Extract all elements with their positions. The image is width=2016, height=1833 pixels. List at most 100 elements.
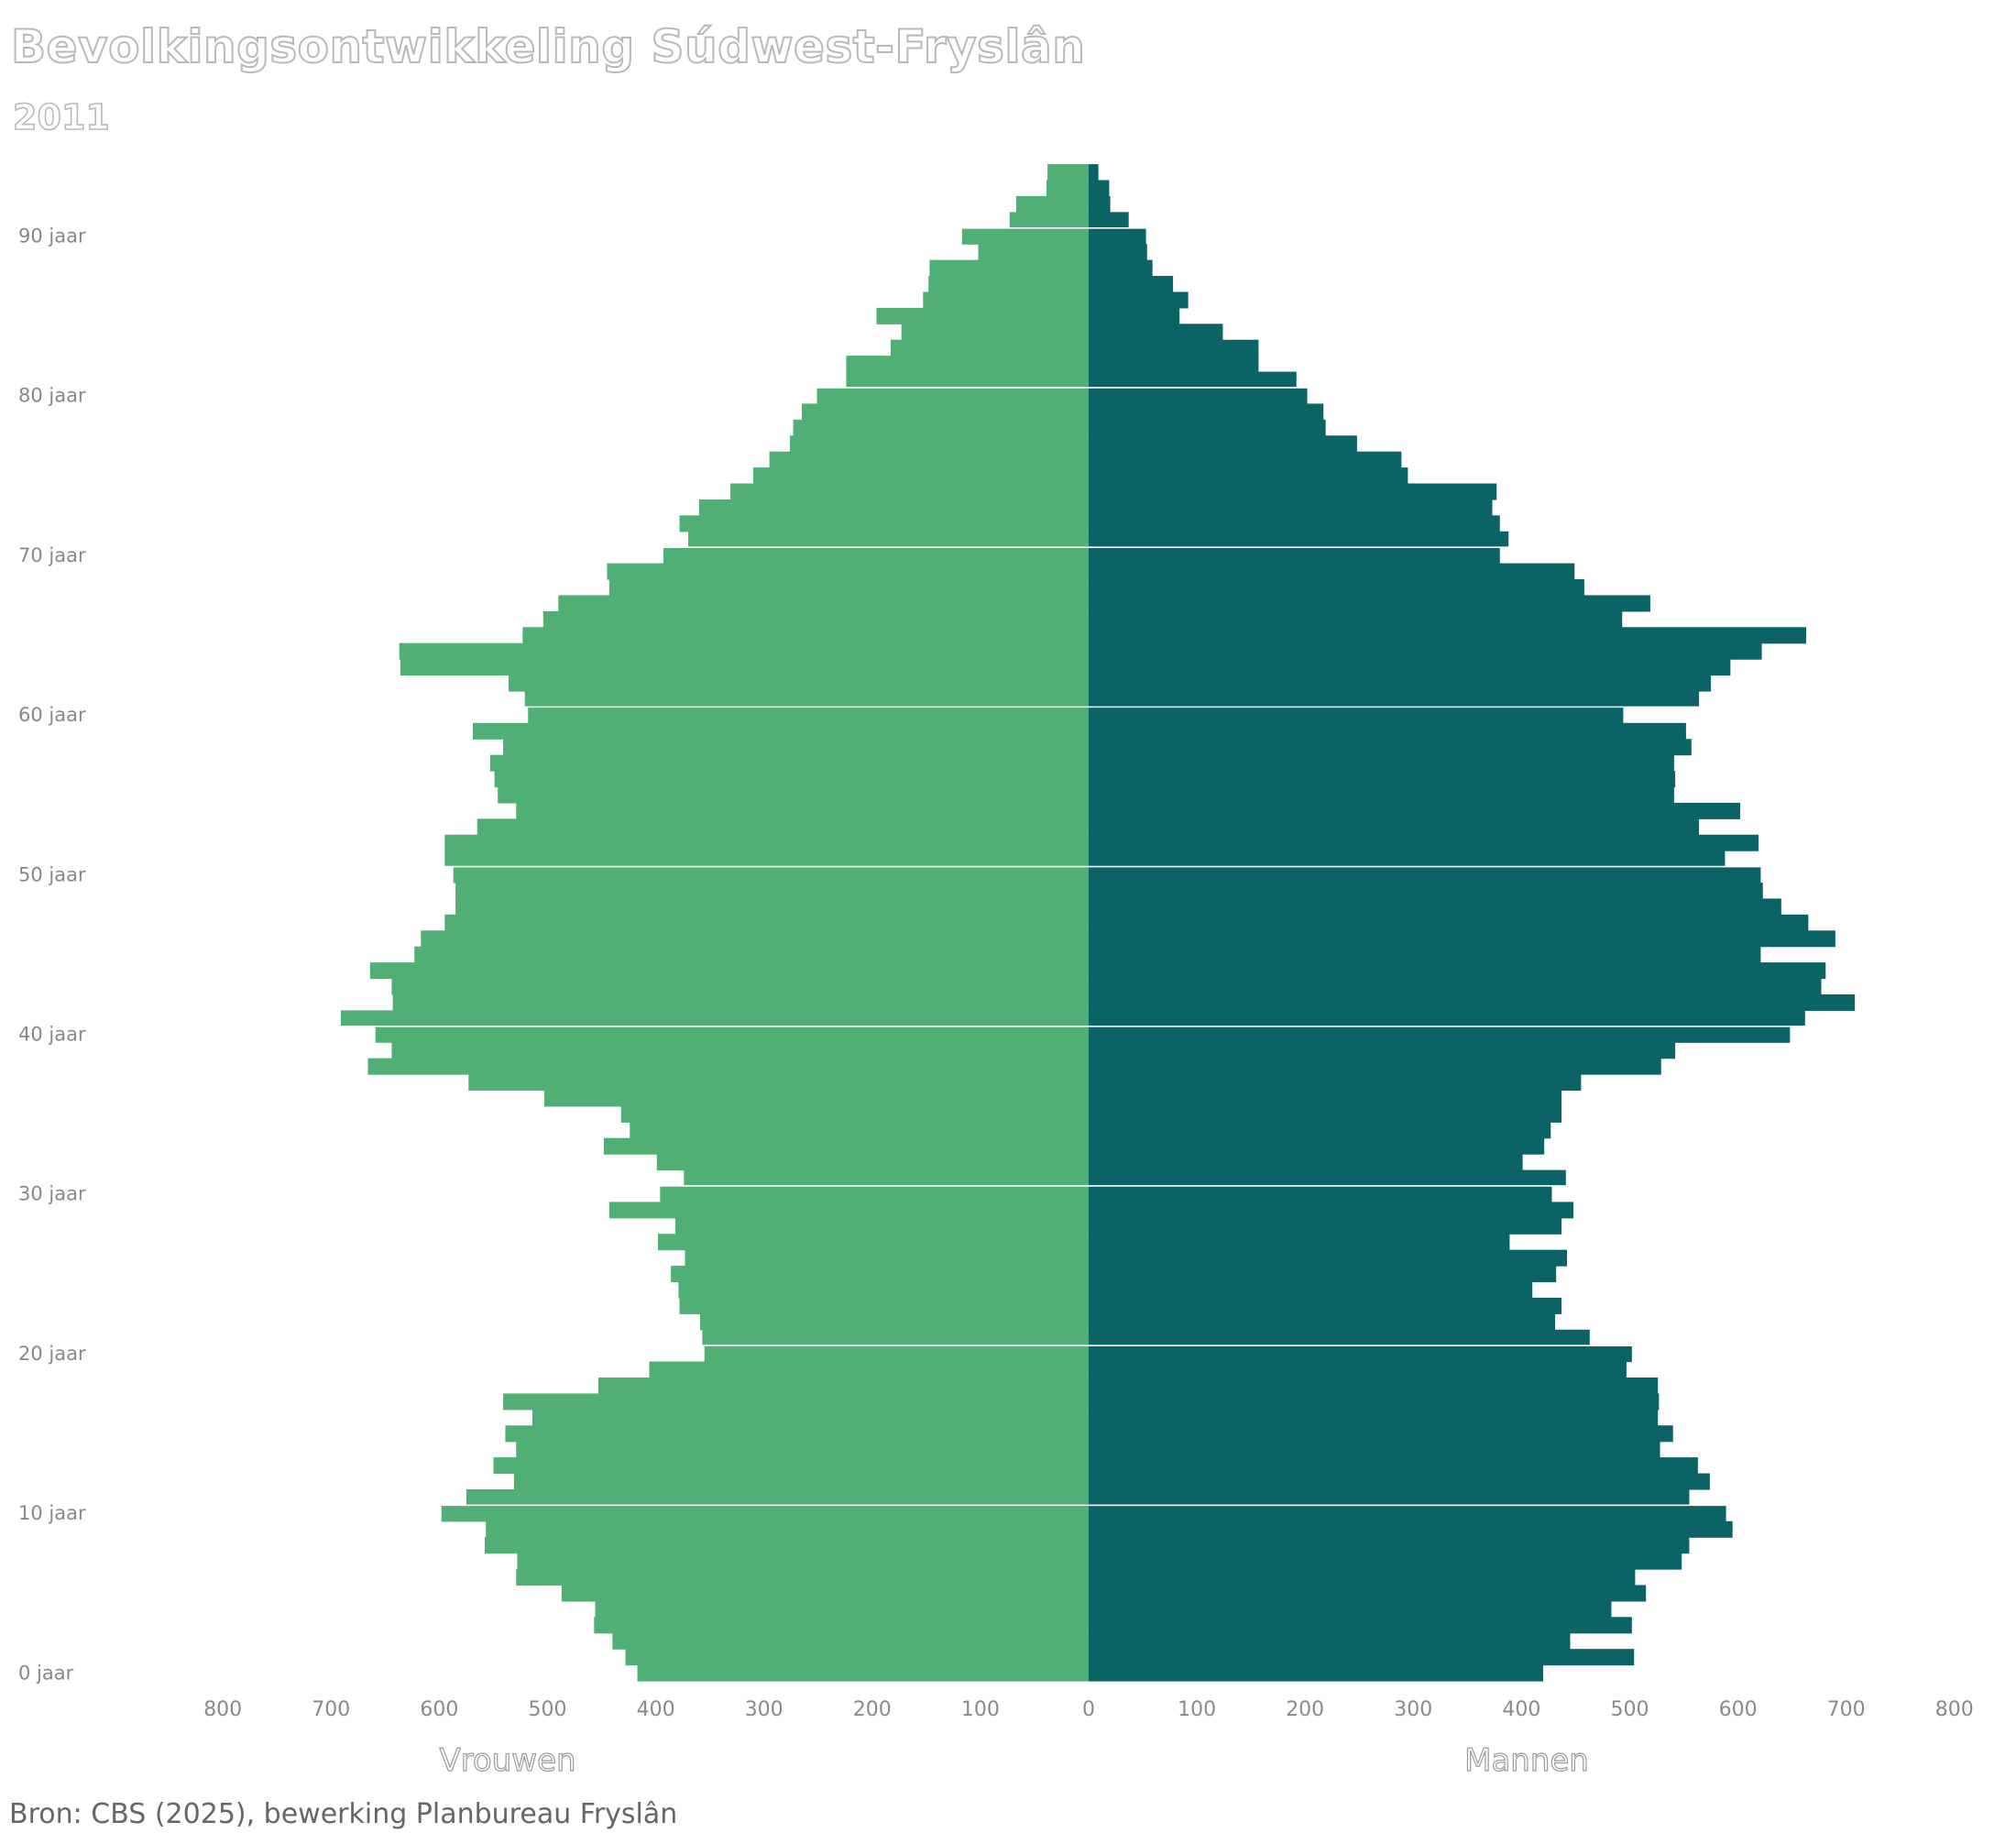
male-bar-age-85 — [1089, 307, 1180, 324]
female-bar-age-32 — [656, 1154, 1089, 1171]
age-axis-labels: 0 jaar 10 jaar 20 jaar 30 jaar 40 jaar 50 jaa… — [18, 225, 86, 1684]
female-bar-age-92 — [1015, 195, 1089, 213]
male-bar-age-18 — [1089, 1377, 1659, 1395]
female-bar-age-74 — [730, 483, 1089, 500]
female-bar-age-37 — [468, 1074, 1089, 1092]
female-bar-age-90 — [961, 227, 1089, 245]
female-bar-age-71 — [688, 531, 1089, 548]
x-tick-label: 700 — [312, 1698, 350, 1721]
female-bar-age-27 — [657, 1234, 1089, 1251]
male-bar-age-26 — [1089, 1249, 1568, 1267]
male-bar-age-16 — [1089, 1409, 1659, 1426]
male-bar-age-38 — [1089, 1058, 1661, 1075]
female-bar-age-75 — [752, 467, 1089, 485]
male-bar-age-67 — [1089, 595, 1650, 612]
female-bar-age-5 — [561, 1585, 1089, 1602]
male-bar-age-65 — [1089, 627, 1807, 644]
male-bar-age-3 — [1089, 1617, 1632, 1634]
male-bar-age-76 — [1089, 451, 1402, 468]
male-bar-age-4 — [1089, 1600, 1612, 1618]
x-tick-label: 500 — [1611, 1698, 1649, 1721]
female-bar-age-54 — [516, 802, 1089, 819]
male-bar-age-20 — [1089, 1345, 1632, 1363]
female-bar-age-56 — [494, 771, 1089, 788]
male-bar-age-24 — [1089, 1281, 1533, 1299]
female-bar-age-94 — [1047, 164, 1089, 181]
decade-gridlines — [275, 226, 1924, 1507]
male-bar-age-35 — [1089, 1105, 1562, 1123]
x-tick-label: 100 — [961, 1698, 1000, 1721]
female-bar-age-55 — [498, 786, 1089, 804]
male-bar-age-55 — [1089, 786, 1674, 804]
male-bar-age-71 — [1089, 531, 1509, 548]
x-tick-label: 0 — [1082, 1698, 1095, 1721]
male-bar-age-64 — [1089, 642, 1762, 660]
male-bar-age-53 — [1089, 818, 1700, 836]
age-label-10: 10 jaar — [18, 1502, 86, 1524]
female-bar-age-45 — [414, 946, 1089, 963]
female-bar-age-26 — [685, 1249, 1089, 1267]
female-bar-age-28 — [674, 1217, 1089, 1235]
female-axis-label: Vrouwen — [439, 1742, 575, 1779]
male-bar-age-30 — [1089, 1185, 1552, 1202]
male-bar-age-21 — [1089, 1329, 1590, 1346]
male-bar-age-77 — [1089, 435, 1357, 453]
female-bar-age-59 — [473, 722, 1089, 740]
female-bar-age-46 — [421, 930, 1089, 948]
female-bar-age-57 — [489, 754, 1089, 772]
female-bar-age-83 — [890, 339, 1089, 357]
male-bar-age-73 — [1089, 499, 1493, 516]
female-bar-age-65 — [522, 627, 1089, 644]
female-bar-age-79 — [802, 403, 1089, 421]
x-tick-label: 500 — [529, 1698, 567, 1721]
male-axis-label: Mannen — [1464, 1742, 1589, 1779]
age-label-30: 30 jaar — [18, 1183, 86, 1205]
female-bar-age-13 — [493, 1457, 1089, 1475]
female-bar-age-31 — [684, 1169, 1089, 1187]
x-axis-tick-labels: 800 700 600 500 400 300 200 100 0 100 200 300 400 500… — [203, 1698, 1974, 1721]
chart-subtitle: 2011 — [12, 96, 110, 138]
male-bar-age-46 — [1089, 930, 1835, 948]
male-bar-age-59 — [1089, 722, 1686, 740]
x-tick-label: 300 — [1394, 1698, 1432, 1721]
male-bar-age-75 — [1089, 467, 1408, 485]
male-bar-age-33 — [1089, 1137, 1545, 1155]
female-bar-age-24 — [678, 1281, 1089, 1299]
female-bar-age-51 — [444, 851, 1089, 868]
female-bar-age-49 — [455, 883, 1089, 900]
female-bar-age-34 — [630, 1122, 1089, 1139]
male-bar-age-79 — [1089, 403, 1324, 421]
female-bar-age-41 — [340, 1010, 1090, 1027]
male-bar-age-19 — [1089, 1361, 1627, 1378]
female-bar-age-85 — [876, 307, 1089, 324]
male-bar-age-87 — [1089, 276, 1174, 293]
female-bar-age-23 — [679, 1297, 1089, 1314]
male-bar-age-69 — [1089, 563, 1575, 580]
male-bar-age-41 — [1089, 1010, 1805, 1027]
male-bar-age-10 — [1089, 1505, 1726, 1522]
female-bar-age-60 — [528, 707, 1089, 724]
female-bar-age-21 — [702, 1329, 1089, 1346]
female-bar-age-29 — [608, 1202, 1089, 1219]
male-bar-age-82 — [1089, 356, 1259, 373]
female-bar-age-43 — [391, 978, 1089, 995]
male-bar-age-7 — [1089, 1553, 1682, 1570]
x-tick-label: 400 — [1502, 1698, 1540, 1721]
male-bar-age-88 — [1089, 259, 1153, 277]
male-bar-age-51 — [1089, 851, 1726, 868]
female-bar-age-39 — [391, 1042, 1089, 1059]
female-bar-age-44 — [369, 962, 1089, 980]
male-bar-age-68 — [1089, 579, 1584, 597]
female-bar-age-14 — [516, 1441, 1089, 1458]
x-tick-label: 200 — [1286, 1698, 1324, 1721]
male-bar-age-27 — [1089, 1234, 1510, 1251]
x-tick-label: 600 — [1719, 1698, 1758, 1721]
female-bar-age-67 — [558, 595, 1089, 612]
male-bar-age-43 — [1089, 978, 1822, 995]
female-bar-age-42 — [392, 993, 1089, 1011]
female-bars — [340, 164, 1090, 1682]
male-bar-age-36 — [1089, 1090, 1562, 1107]
female-bar-age-36 — [543, 1090, 1089, 1107]
male-bar-age-83 — [1089, 339, 1259, 357]
female-bar-age-61 — [524, 690, 1089, 708]
